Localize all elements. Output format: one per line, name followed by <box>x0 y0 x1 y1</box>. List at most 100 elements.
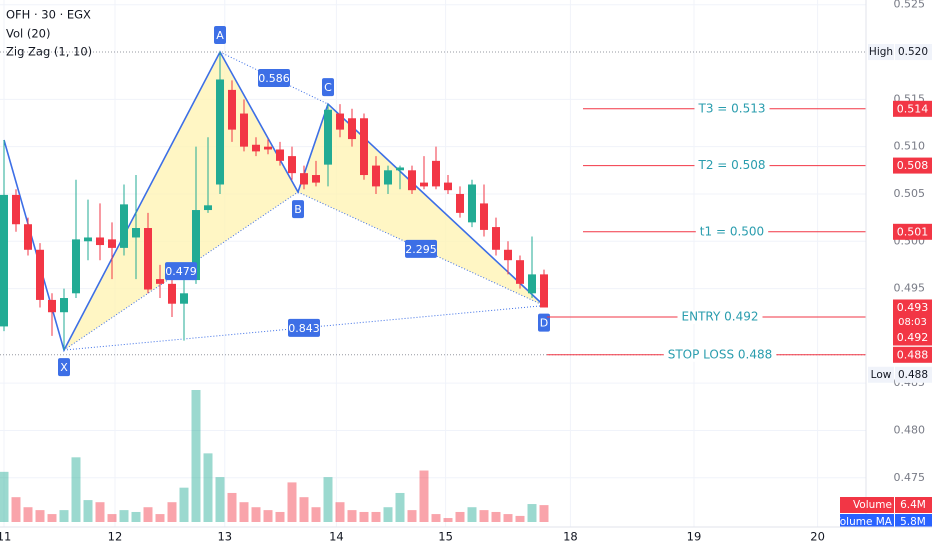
volume-bar <box>491 511 501 522</box>
level-label: T3 = 0.513 <box>697 101 765 115</box>
price-tag-label: 0.508 <box>897 159 929 172</box>
volume-bar <box>479 510 489 522</box>
price-axis <box>866 0 932 550</box>
x-tick-label: 11 <box>0 530 11 544</box>
candle-body <box>288 156 296 174</box>
price-tag-label: 0.493 <box>897 301 929 314</box>
volume-bar <box>83 500 93 522</box>
candle-body <box>216 79 224 185</box>
volume-bar <box>239 502 249 522</box>
volume-bar <box>167 502 177 522</box>
level-label: ENTRY 0.492 <box>682 309 759 323</box>
volume-tag <box>895 514 932 530</box>
y-tick-label: 0.510 <box>894 140 926 153</box>
x-tick-label: 14 <box>329 530 344 544</box>
indicator-label: Zig Zag (1, 10) <box>6 45 92 59</box>
candle-body <box>492 227 500 250</box>
level-label: STOP LOSS 0.488 <box>668 347 773 361</box>
volume-bar <box>323 477 333 522</box>
candle-body <box>396 167 404 171</box>
volume-bar <box>155 514 165 522</box>
candle-body <box>348 118 356 140</box>
level-label-bg <box>677 309 763 324</box>
candle-body <box>144 228 152 290</box>
volume-bar <box>383 507 393 522</box>
candle-body <box>444 182 452 191</box>
candle-body <box>432 160 440 187</box>
low-tag-name-bg <box>868 366 894 383</box>
x-tick-label: 15 <box>438 530 453 544</box>
volume-bar <box>359 511 369 522</box>
volume-bar <box>263 510 273 522</box>
volume-bar <box>131 511 141 522</box>
low-tag-name: Low <box>871 369 892 381</box>
volume-bar <box>95 502 105 522</box>
candle-body <box>240 113 248 147</box>
volume-tag-name-bg <box>840 514 894 530</box>
candle-body <box>228 89 236 130</box>
candle-body <box>24 224 32 250</box>
level-label-bg <box>694 158 770 173</box>
candle-body <box>120 204 128 248</box>
volume-bar <box>227 492 237 522</box>
volume-bar <box>203 453 213 522</box>
indicator-label: Vol (20) <box>6 27 50 41</box>
volume-bar <box>179 487 189 522</box>
volume-bar <box>0 471 9 522</box>
candle-body <box>480 203 488 230</box>
price-tag <box>893 223 932 240</box>
ratio-label: 2.295 <box>405 243 437 256</box>
candle-body <box>384 170 392 185</box>
volume-bar <box>59 510 69 522</box>
ratio-label: 0.586 <box>258 72 290 85</box>
price-tag <box>893 346 932 363</box>
ratio-label-box <box>258 69 290 88</box>
candle-body <box>540 274 548 308</box>
candle-body <box>12 194 20 225</box>
candle-body <box>516 260 524 284</box>
candle-body <box>72 239 80 294</box>
volume-bar <box>35 510 45 522</box>
countdown-label: 08:03 <box>898 317 927 328</box>
volume-bar <box>395 492 405 522</box>
x-tick-label: 20 <box>810 530 825 544</box>
ratio-line <box>219 51 329 105</box>
volume-bar <box>419 470 429 522</box>
candle-body <box>528 274 536 294</box>
low-tag <box>895 366 932 383</box>
candle-body <box>504 249 512 261</box>
volume-bar <box>23 507 33 522</box>
ratio-label: 0.843 <box>288 322 320 335</box>
volume-bar <box>347 510 357 522</box>
price-tag-label: 0.488 <box>897 348 929 361</box>
candle-body <box>420 182 428 187</box>
candle-body <box>108 239 116 248</box>
candle-body <box>96 237 104 246</box>
volume-bar <box>143 507 153 522</box>
volume-bar <box>443 518 453 522</box>
candle-body <box>60 298 68 313</box>
candle-body <box>156 279 164 284</box>
y-tick-label: 0.495 <box>894 282 926 295</box>
ratio-label-box <box>405 239 437 258</box>
point-label: A <box>216 29 224 42</box>
price-tag-label: 0.501 <box>897 225 929 238</box>
volume-bar <box>335 502 345 522</box>
price-tag <box>893 329 932 346</box>
point-label-box <box>538 313 550 332</box>
candle-body <box>300 173 308 185</box>
volume-tag-label: 5.8M <box>900 516 926 528</box>
pattern-fill <box>298 104 544 306</box>
ratio-label: 0.479 <box>165 265 197 278</box>
price-tag-label: 0.492 <box>897 331 929 344</box>
candle-body <box>456 193 464 213</box>
point-label: X <box>60 361 68 374</box>
candle-body <box>336 113 344 130</box>
pattern-fill <box>64 52 298 351</box>
volume-bar <box>251 507 261 522</box>
point-label-box <box>58 358 70 377</box>
point-label-box <box>292 200 304 219</box>
high-tag-name: High <box>869 46 893 58</box>
high-tag-label: 0.520 <box>898 46 928 58</box>
x-tick-label: 19 <box>687 530 702 544</box>
